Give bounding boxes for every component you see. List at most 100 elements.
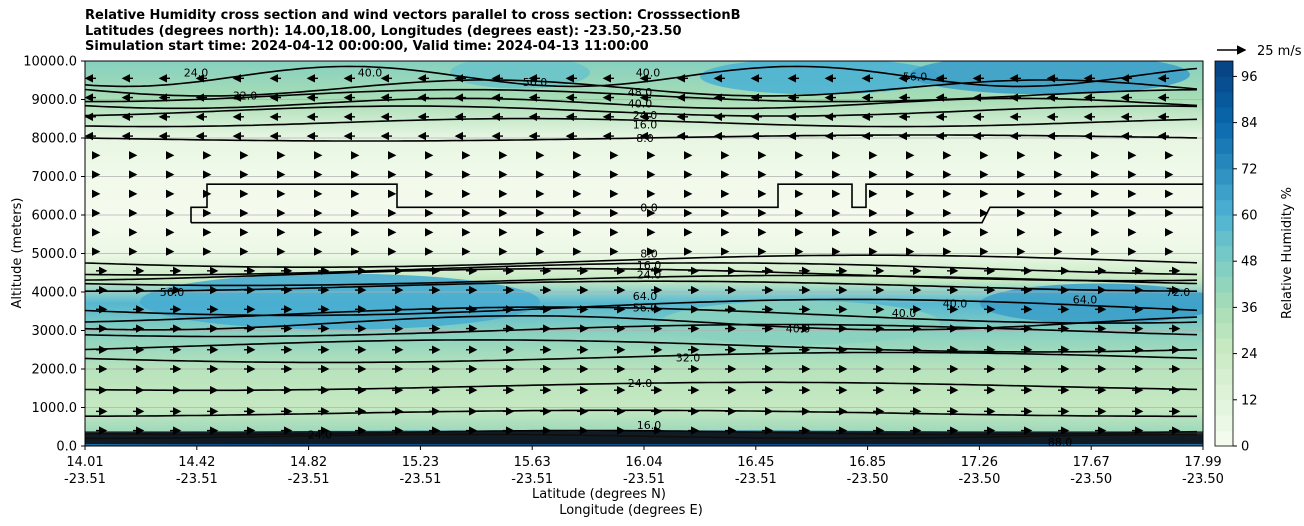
contour-label: 40.0 [628, 97, 653, 110]
x-tick-label-lat: 14.01 [66, 455, 103, 470]
contour-label: 48.0 [628, 86, 653, 99]
chart-title-block: Relative Humidity cross section and wind… [85, 8, 741, 55]
contour-line [85, 274, 1198, 287]
x-tick-label-lon: -23.50 [1070, 472, 1112, 487]
colorbar-segment [1215, 261, 1233, 278]
contour-line [85, 381, 1198, 392]
x-tick-label-lon: -23.51 [399, 472, 441, 487]
x-tick-label-lon: -23.50 [958, 472, 1000, 487]
colorbar-tick-label: 60 [1241, 209, 1258, 224]
x-tick-label-lat: 17.99 [1184, 455, 1221, 470]
chart-subtitle-coordinates: Latitudes (degrees north): 14.00,18.00, … [85, 23, 682, 39]
contour-label: 40.0 [943, 298, 968, 311]
colorbar: 0 12 24 36 48 60 72 84 96 [1214, 60, 1258, 455]
contour-label: 56.0 [903, 70, 928, 83]
contour-label: 24.0 [628, 377, 653, 390]
colorbar-segment [1215, 184, 1233, 201]
wind-vectors [85, 74, 1181, 435]
contour-label: 16.0 [633, 119, 658, 132]
contour-line [85, 306, 1198, 324]
colorbar-segment [1215, 122, 1233, 139]
x-tick-label-lon: -23.50 [847, 472, 889, 487]
colorbar-segment [1215, 369, 1233, 385]
contour-label: 40.0 [636, 67, 661, 80]
colorbar-segment [1215, 322, 1233, 339]
x-tick-label-lon: -23.50 [1182, 472, 1224, 487]
colorbar-segment [1215, 292, 1233, 308]
y-tick-label: 4000.0 [32, 286, 78, 301]
y-tick-label: 1000.0 [32, 401, 78, 416]
y-tick-label: 3000.0 [32, 324, 78, 339]
colorbar-tick-label: 48 [1241, 255, 1258, 270]
colorbar-segment [1215, 168, 1233, 185]
colorbar-segment [1215, 338, 1233, 355]
colorbar-segment [1215, 153, 1233, 170]
x-tick-label-lon: -23.51 [511, 472, 553, 487]
y-tick-label: 7000.0 [32, 170, 78, 185]
y-tick-label: 0.0 [56, 440, 77, 455]
contour-label: 72.0 [1166, 286, 1191, 299]
quiver-key: 25 m/s [1217, 44, 1302, 59]
colorbar-frame [1214, 60, 1234, 447]
contour-label: 64.0 [1073, 294, 1098, 307]
x-axis-label-latitude: Latitude (degrees N) [532, 487, 666, 502]
x-tick-label-lon: -23.51 [623, 472, 665, 487]
colorbar-segment [1215, 353, 1233, 370]
contour-line [85, 280, 1197, 292]
colorbar-segment [1215, 399, 1233, 416]
colorbar-segment [1215, 91, 1233, 108]
colorbar-tick-label: 96 [1241, 70, 1258, 85]
colorbar-segment [1215, 76, 1233, 93]
colorbar-tick-label: 24 [1241, 347, 1258, 362]
colorbar-segment [1215, 215, 1233, 231]
y-axis: 0.0 1000.0 2000.0 3000.0 4000.0 5000.0 6000.0 7… [23, 55, 85, 455]
colorbar-tick-label: 0 [1241, 440, 1249, 455]
contour-label: 64.0 [633, 290, 658, 303]
y-tick-label: 5000.0 [32, 247, 78, 262]
contour-label: 40.0 [892, 307, 917, 320]
colorbar-tick-label: 36 [1241, 301, 1258, 316]
colorbar-segment [1215, 199, 1233, 216]
colorbar-tick-label: 72 [1241, 162, 1258, 177]
x-axis-label-longitude: Longitude (degrees E) [559, 503, 703, 518]
contour-label-layer: 0.08.016.024.08.016.024.040.048.040.056.… [160, 67, 1191, 446]
quiver-key-label: 25 m/s [1257, 44, 1302, 59]
colorbar-segment [1215, 415, 1233, 432]
x-tick-label-lat: 16.85 [849, 455, 886, 470]
contour-label: 0.0 [640, 201, 658, 214]
colorbar-tick-label: 12 [1241, 393, 1258, 408]
contour-label: 56.0 [160, 286, 185, 299]
y-tick-label: 9000.0 [32, 93, 78, 108]
contour-label: 40.0 [358, 67, 383, 80]
chart-title: Relative Humidity cross section and wind… [85, 8, 741, 23]
x-axis: 14.01 -23.51 14.42 -23.51 14.82 -23.51 15.23 -2… [64, 446, 1224, 487]
x-tick-label-lon: -23.51 [176, 472, 218, 487]
contour-lines [85, 65, 1203, 444]
colorbar-segment [1215, 430, 1233, 447]
contour-line [85, 267, 1198, 282]
y-tick-label: 6000.0 [32, 209, 78, 224]
y-tick-label: 10000.0 [23, 55, 77, 70]
contour-line [85, 254, 1198, 268]
colorbar-segment [1215, 61, 1233, 77]
x-tick-label-lat: 14.82 [290, 455, 327, 470]
x-tick-label-lat: 17.26 [961, 455, 998, 470]
humidity-patch [980, 283, 1203, 324]
x-tick-label-lon: -23.51 [735, 472, 777, 487]
contour-line [85, 409, 1197, 418]
x-tick-label-lat: 15.23 [402, 455, 439, 470]
contour-line [85, 351, 1198, 364]
contour-line [85, 315, 1198, 331]
x-tick-label-lat: 14.42 [178, 455, 215, 470]
x-tick-label-lat: 15.63 [514, 455, 551, 470]
humidity-patch [700, 61, 940, 95]
contour-label: 24.0 [633, 109, 658, 122]
chart-subtitle-times: Simulation start time: 2024-04-12 00:00:… [85, 39, 649, 54]
x-tick-label-lat: 16.04 [625, 455, 662, 470]
y-tick-label: 8000.0 [32, 132, 78, 147]
contour-line [85, 323, 1198, 338]
contour-label: 32.0 [676, 351, 701, 364]
y-tick-label: 2000.0 [32, 363, 78, 378]
contour-label: 56.0 [633, 301, 658, 314]
x-tick-label-lon: -23.51 [64, 472, 106, 487]
